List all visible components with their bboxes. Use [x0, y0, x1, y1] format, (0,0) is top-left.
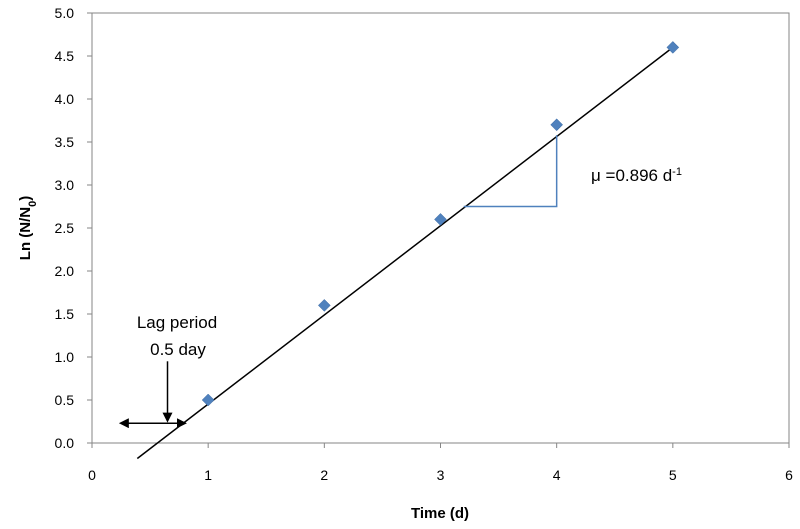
y-tick-label: 2.0 [55, 263, 75, 279]
y-axis-title: Ln (N/N0) [17, 196, 39, 260]
x-tick-label: 1 [204, 467, 212, 483]
data-point [201, 393, 215, 407]
x-tick-label: 0 [88, 467, 96, 483]
x-tick-label: 5 [669, 467, 677, 483]
plot-area: 0.0 0.5 1.0 1.5 2.0 2.5 3.0 3.5 4.0 4.5 5.0 0 1 2 3 4 5 6 [55, 5, 794, 483]
x-tick-label: 6 [785, 467, 793, 483]
plot-frame [91, 12, 790, 444]
data-point [666, 41, 680, 54]
growth-rate-label: μ =0.896 d-1 [591, 166, 682, 185]
y-tick-label: 1.5 [55, 306, 75, 322]
y-tick-label: 1.0 [55, 349, 75, 365]
y-tick-label: 2.5 [55, 220, 75, 236]
data-point [317, 299, 331, 312]
x-tick-label: 2 [320, 467, 328, 483]
lag-duration-label: 0.5 day [150, 340, 206, 359]
fit-line [136, 46, 674, 460]
x-tick-label: 4 [553, 467, 561, 483]
y-tick-label: 0.0 [55, 435, 75, 451]
y-tick-label: 3.0 [55, 177, 75, 193]
data-point [434, 213, 447, 226]
y-tick-label: 4.0 [55, 91, 75, 107]
y-tick-label: 3.5 [55, 134, 75, 150]
x-axis-title: Time (d) [411, 505, 469, 522]
x-tick-label: 3 [437, 467, 445, 483]
y-tick-label: 5.0 [55, 5, 75, 21]
y-tick-label: 4.5 [55, 48, 75, 64]
data-point [550, 118, 564, 132]
slope-triangle [463, 135, 558, 208]
y-tick-label: 0.5 [55, 392, 75, 408]
lag-period-label: Lag period [137, 313, 217, 332]
